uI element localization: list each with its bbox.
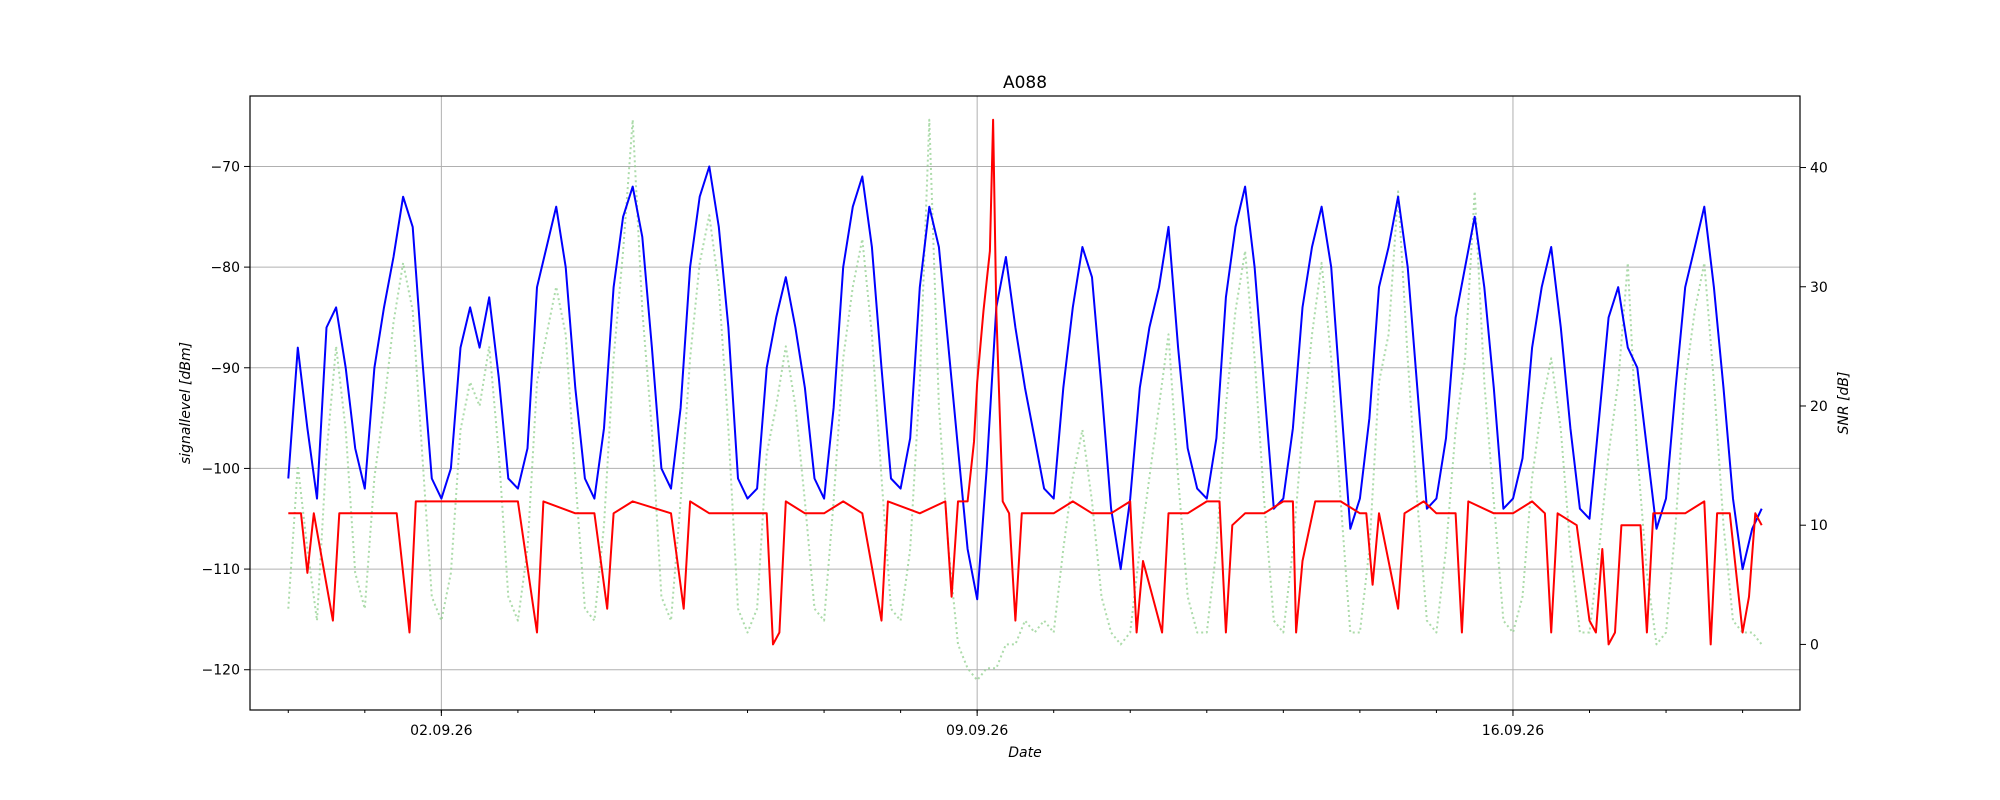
y-left-tick-label: −90 (210, 361, 240, 377)
y-right-tick-label: 20 (1810, 399, 1828, 415)
y-left-tick-label: −80 (210, 260, 240, 276)
y-right-tick-label: 40 (1810, 161, 1828, 177)
axes: −70 −80 −90 −100 −110 −120 40 30 20 10 0 02.09.26 09… (202, 159, 1828, 739)
y-right-tick-label: 10 (1810, 518, 1828, 534)
x-tick-label: 16.09.26 (1482, 723, 1544, 739)
plot-frame (249, 95, 1801, 711)
series-layer (287, 118, 1763, 682)
series-line-1 (288, 118, 1763, 646)
y-left-tick-label: −70 (210, 159, 240, 175)
y-axis-right-title: SNR [dB] (1836, 372, 1852, 435)
y-left-tick-label: −100 (202, 461, 240, 477)
series-line-0 (287, 165, 1763, 601)
y-left-tick-label: −120 (202, 663, 240, 679)
x-tick-label: 09.09.26 (946, 723, 1008, 739)
x-tick-label: 02.09.26 (410, 723, 472, 739)
series-line-2 (287, 118, 1763, 682)
chart-title: A088 (1003, 73, 1047, 93)
y-axis-left-title: signallevel [dBm] (178, 342, 194, 464)
x-axis-title: Date (1008, 745, 1041, 761)
y-left-tick-label: −110 (202, 562, 240, 578)
y-right-tick-label: 0 (1810, 637, 1819, 653)
y-right-tick-label: 30 (1810, 280, 1828, 296)
